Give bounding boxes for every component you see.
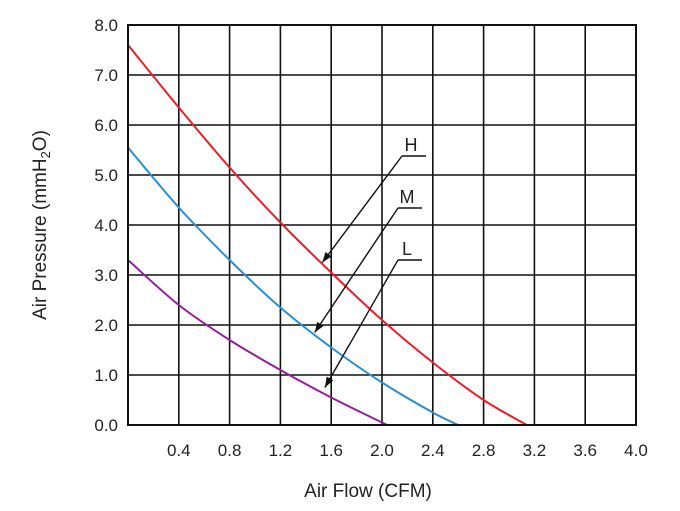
annotation-label: M bbox=[400, 187, 415, 207]
annotation-leader bbox=[314, 207, 399, 333]
annotation-group: H M L bbox=[314, 135, 426, 388]
series-group bbox=[127, 44, 528, 426]
y-axis-title-main: Air Pressure (mmH bbox=[30, 158, 51, 320]
x-tick-label: 3.6 bbox=[573, 441, 597, 460]
y-tick-label: 3.0 bbox=[94, 266, 118, 285]
annotation-arrowhead bbox=[314, 321, 324, 333]
x-tick-labels: 0.4 0.8 1.2 1.6 2.0 2.4 2.8 3.2 3.6 4.0 bbox=[167, 441, 648, 460]
y-axis-title: Air Pressure (mmH2O) bbox=[30, 130, 53, 320]
y-tick-label: 1.0 bbox=[94, 366, 118, 385]
annotation-label: L bbox=[402, 239, 412, 259]
annotation-arrowhead bbox=[322, 251, 332, 263]
x-tick-label: 2.8 bbox=[472, 441, 496, 460]
annotation-leader bbox=[324, 259, 399, 388]
y-axis-title-subscript: 2 bbox=[38, 151, 53, 158]
annotation-m: M bbox=[314, 187, 422, 333]
x-tick-label: 2.0 bbox=[370, 441, 394, 460]
x-tick-label: 3.2 bbox=[523, 441, 547, 460]
annotation-leader bbox=[321, 155, 403, 263]
y-tick-label: 6.0 bbox=[94, 116, 118, 135]
y-axis-title-end: O) bbox=[30, 130, 51, 151]
y-tick-label: 2.0 bbox=[94, 316, 118, 335]
annotation-label: H bbox=[405, 135, 418, 155]
annotation-arrowhead bbox=[324, 376, 334, 388]
annotation-l: L bbox=[324, 239, 422, 388]
y-tick-label: 4.0 bbox=[94, 216, 118, 235]
x-tick-label: 1.6 bbox=[319, 441, 343, 460]
plot-frame bbox=[127, 24, 637, 426]
annotation-h: H bbox=[321, 135, 426, 263]
x-tick-label: 1.2 bbox=[269, 441, 293, 460]
series-line-h bbox=[127, 44, 528, 426]
y-tick-label: 7.0 bbox=[94, 66, 118, 85]
y-tick-label: 0.0 bbox=[94, 416, 118, 435]
x-tick-label: 0.8 bbox=[218, 441, 242, 460]
y-tick-label: 5.0 bbox=[94, 166, 118, 185]
x-tick-label: 2.4 bbox=[421, 441, 445, 460]
y-tick-label: 8.0 bbox=[94, 16, 118, 35]
grid-lines bbox=[128, 25, 636, 425]
x-axis-title: Air Flow (CFM) bbox=[304, 481, 432, 502]
y-tick-labels: 0.0 1.0 2.0 3.0 4.0 5.0 6.0 7.0 8.0 bbox=[94, 16, 118, 435]
series-line-m bbox=[127, 146, 459, 426]
x-tick-label: 4.0 bbox=[624, 441, 648, 460]
series-line-l bbox=[127, 259, 388, 426]
x-tick-label: 0.4 bbox=[167, 441, 191, 460]
